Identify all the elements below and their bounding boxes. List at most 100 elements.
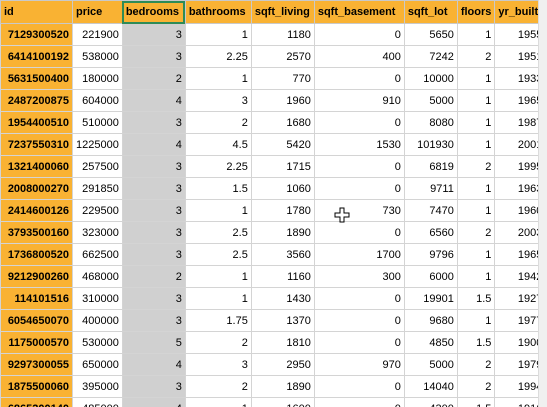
- cell-id[interactable]: 1175000570: [0, 331, 73, 354]
- cell-id[interactable]: 1736800520: [0, 243, 73, 266]
- cell-floors[interactable]: 1: [456, 133, 496, 156]
- cell-sqft-living[interactable]: 770: [250, 67, 315, 90]
- cell-bedrooms[interactable]: 2: [121, 265, 186, 288]
- cell-sqft-lot[interactable]: 6819: [403, 155, 458, 178]
- cell-id[interactable]: 2414600126: [0, 199, 73, 222]
- cell-price[interactable]: 538000: [72, 45, 123, 68]
- cell-price[interactable]: 604000: [72, 89, 123, 112]
- column-header-floors[interactable]: floors: [456, 0, 496, 24]
- cell-floors[interactable]: 1.5: [456, 331, 496, 354]
- cell-id[interactable]: 1875500060: [0, 375, 73, 398]
- cell-sqft-basement[interactable]: 0: [313, 177, 405, 200]
- cell-yr-built[interactable]: 1979: [494, 353, 547, 376]
- cell-price[interactable]: 400000: [72, 309, 123, 332]
- cell-bathrooms[interactable]: 3: [184, 353, 252, 376]
- cell-sqft-lot[interactable]: 6000: [403, 265, 458, 288]
- cell-sqft-living[interactable]: 5420: [250, 133, 315, 156]
- cell-price[interactable]: 510000: [72, 111, 123, 134]
- cell-sqft-lot[interactable]: 9711: [403, 177, 458, 200]
- cell-floors[interactable]: 1: [456, 67, 496, 90]
- column-header-sqft-living[interactable]: sqft_living: [250, 0, 315, 24]
- column-header-price[interactable]: price: [72, 0, 123, 24]
- cell-sqft-basement[interactable]: 300: [313, 265, 405, 288]
- cell-sqft-lot[interactable]: 5650: [403, 23, 458, 46]
- cell-bedrooms[interactable]: 3: [121, 309, 186, 332]
- cell-bedrooms[interactable]: 3: [121, 287, 186, 310]
- cell-bathrooms[interactable]: 2.5: [184, 243, 252, 266]
- column-header-sqft-lot[interactable]: sqft_lot: [403, 0, 458, 24]
- cell-sqft-basement[interactable]: 1700: [313, 243, 405, 266]
- cell-sqft-living[interactable]: 3560: [250, 243, 315, 266]
- cell-price[interactable]: 229500: [72, 199, 123, 222]
- cell-bathrooms[interactable]: 1: [184, 265, 252, 288]
- cell-price[interactable]: 468000: [72, 265, 123, 288]
- column-header-bathrooms[interactable]: bathrooms: [184, 0, 252, 24]
- cell-floors[interactable]: 2: [456, 375, 496, 398]
- cell-sqft-living[interactable]: 1060: [250, 177, 315, 200]
- cell-floors[interactable]: 1: [456, 89, 496, 112]
- cell-price[interactable]: 485000: [72, 397, 123, 407]
- cell-bedrooms[interactable]: 3: [121, 375, 186, 398]
- cell-bathrooms[interactable]: 1: [184, 199, 252, 222]
- cell-price[interactable]: 323000: [72, 221, 123, 244]
- cell-price[interactable]: 530000: [72, 331, 123, 354]
- cell-id[interactable]: 6414100192: [0, 45, 73, 68]
- cell-id[interactable]: 7129300520: [0, 23, 73, 46]
- cell-id[interactable]: 7237550310: [0, 133, 73, 156]
- cell-sqft-lot[interactable]: 9796: [403, 243, 458, 266]
- cell-sqft-basement[interactable]: 970: [313, 353, 405, 376]
- cell-sqft-lot[interactable]: 101930: [403, 133, 458, 156]
- cell-bathrooms[interactable]: 4.5: [184, 133, 252, 156]
- cell-id[interactable]: 9212900260: [0, 265, 73, 288]
- cell-sqft-living[interactable]: 2570: [250, 45, 315, 68]
- cell-price[interactable]: 662500: [72, 243, 123, 266]
- cell-id[interactable]: 3793500160: [0, 221, 73, 244]
- cell-bedrooms[interactable]: 5: [121, 331, 186, 354]
- cell-bathrooms[interactable]: 2.5: [184, 221, 252, 244]
- cell-bathrooms[interactable]: 1: [184, 397, 252, 407]
- cell-sqft-lot[interactable]: 6560: [403, 221, 458, 244]
- cell-sqft-living[interactable]: 2950: [250, 353, 315, 376]
- cell-sqft-basement[interactable]: 0: [313, 287, 405, 310]
- cell-floors[interactable]: 2: [456, 221, 496, 244]
- cell-sqft-lot[interactable]: 9680: [403, 309, 458, 332]
- cell-bedrooms[interactable]: 4: [121, 89, 186, 112]
- cell-bedrooms[interactable]: 3: [121, 111, 186, 134]
- cell-id[interactable]: 9297300055: [0, 353, 73, 376]
- cell-bedrooms[interactable]: 4: [121, 133, 186, 156]
- cell-bedrooms[interactable]: 3: [121, 177, 186, 200]
- cell-sqft-lot[interactable]: 10000: [403, 67, 458, 90]
- cell-sqft-living[interactable]: 1890: [250, 375, 315, 398]
- cell-sqft-basement[interactable]: 0: [313, 111, 405, 134]
- cell-price[interactable]: 257500: [72, 155, 123, 178]
- cell-sqft-basement[interactable]: 0: [313, 67, 405, 90]
- column-header-id[interactable]: id: [0, 0, 73, 24]
- cell-sqft-lot[interactable]: 8080: [403, 111, 458, 134]
- cell-sqft-basement[interactable]: 730: [313, 199, 405, 222]
- cell-sqft-basement[interactable]: 0: [313, 23, 405, 46]
- cell-sqft-living[interactable]: 1370: [250, 309, 315, 332]
- cell-id[interactable]: 1321400060: [0, 155, 73, 178]
- cell-sqft-basement[interactable]: 0: [313, 309, 405, 332]
- cell-floors[interactable]: 1: [456, 243, 496, 266]
- cell-id[interactable]: 2008000270: [0, 177, 73, 200]
- cell-sqft-basement[interactable]: 0: [313, 155, 405, 178]
- cell-bathrooms[interactable]: 1: [184, 23, 252, 46]
- cell-floors[interactable]: 1: [456, 309, 496, 332]
- cell-floors[interactable]: 2: [456, 155, 496, 178]
- cell-bathrooms[interactable]: 1.75: [184, 309, 252, 332]
- cell-bedrooms[interactable]: 3: [121, 243, 186, 266]
- cell-floors[interactable]: 1: [456, 177, 496, 200]
- cell-bedrooms[interactable]: 3: [121, 221, 186, 244]
- cell-bedrooms[interactable]: 3: [121, 199, 186, 222]
- cell-floors[interactable]: 2: [456, 353, 496, 376]
- cell-id[interactable]: 1954400510: [0, 111, 73, 134]
- cell-price[interactable]: 291850: [72, 177, 123, 200]
- cell-sqft-living[interactable]: 1780: [250, 199, 315, 222]
- cell-id[interactable]: 2487200875: [0, 89, 73, 112]
- column-header-yr-built[interactable]: yr_built: [494, 0, 547, 24]
- cell-bedrooms[interactable]: 3: [121, 23, 186, 46]
- cell-yr-built[interactable]: 1965: [494, 243, 547, 266]
- cell-price[interactable]: 180000: [72, 67, 123, 90]
